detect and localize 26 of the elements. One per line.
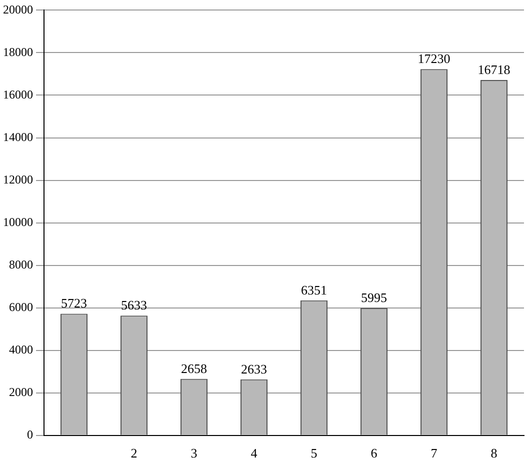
x-tick-label: 2 [130, 446, 138, 461]
y-tick-label: 8000 [9, 257, 33, 272]
y-tick-label: 0 [27, 428, 33, 442]
y-tick-label: 18000 [3, 44, 33, 59]
y-tick-label: 16000 [3, 87, 33, 102]
x-tick-label: 7 [430, 446, 438, 461]
y-tick-label: 2000 [9, 385, 33, 400]
y-tick-label: 12000 [3, 172, 33, 186]
y-tick-label: 14000 [3, 130, 33, 144]
x-tick-label: 3 [190, 446, 198, 461]
x-tick-label: 8 [490, 446, 498, 461]
x-tick-label: 5 [310, 446, 318, 461]
y-tick-label: 20000 [3, 2, 33, 16]
y-tick-label: 4000 [9, 342, 33, 357]
data-label: 2658 [181, 360, 207, 376]
data-label: 5633 [121, 298, 147, 313]
data-label: 6351 [301, 282, 327, 298]
y-tick-label: 6000 [9, 300, 33, 314]
x-tick-label: 4 [250, 446, 258, 461]
data-label: 16718 [478, 62, 510, 77]
data-label: 2633 [241, 361, 267, 376]
x-tick-label: 6 [370, 446, 378, 461]
data-label: 17230 [418, 51, 450, 66]
data-label: 5723 [61, 296, 87, 311]
y-tick-label: 10000 [3, 214, 33, 229]
data-label: 5995 [361, 290, 387, 305]
